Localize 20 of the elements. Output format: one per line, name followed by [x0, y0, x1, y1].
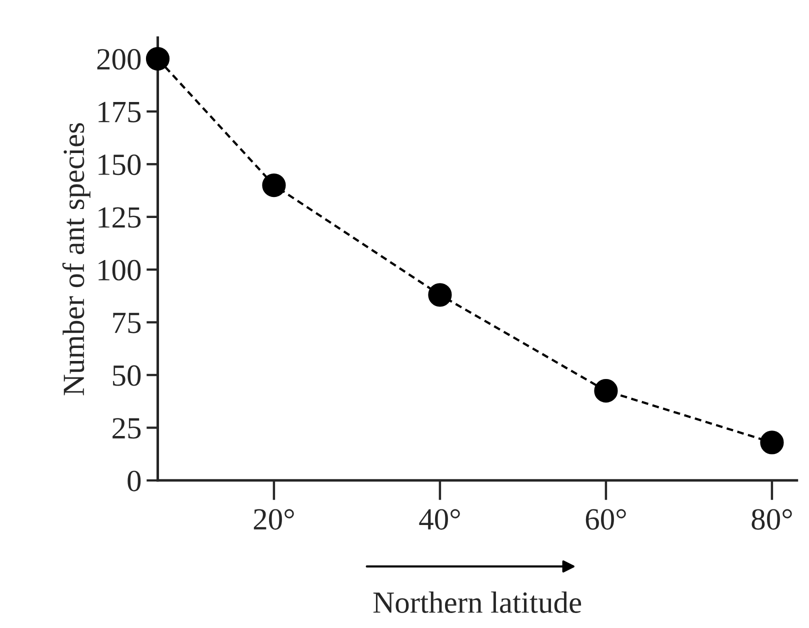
y-tick-label: 175: [98, 102, 141, 122]
y-tick-label: 150: [98, 154, 141, 176]
x-tick-label: 20°: [254, 509, 294, 530]
y-tick-label: 0: [128, 470, 141, 492]
y-tick-label: 75: [113, 312, 141, 334]
y-tick-label: 125: [98, 207, 141, 228]
y-tick-label: 100: [98, 260, 141, 280]
x-tick-label: 60°: [586, 509, 626, 530]
y-tick-label: 50: [113, 365, 141, 386]
x-axis-title: Northern latitude: [373, 591, 582, 613]
point: [428, 283, 452, 307]
y-axis-title: Number of ant species: [62, 123, 90, 396]
y-tick-label: 200: [97, 49, 141, 70]
point: [262, 173, 286, 198]
point: [594, 379, 618, 403]
x-tick-label: 80°: [752, 509, 792, 530]
point: [760, 430, 784, 454]
point: [146, 46, 170, 71]
x-tick-label: 40°: [419, 509, 460, 530]
y-tick-label: 25: [112, 418, 141, 439]
